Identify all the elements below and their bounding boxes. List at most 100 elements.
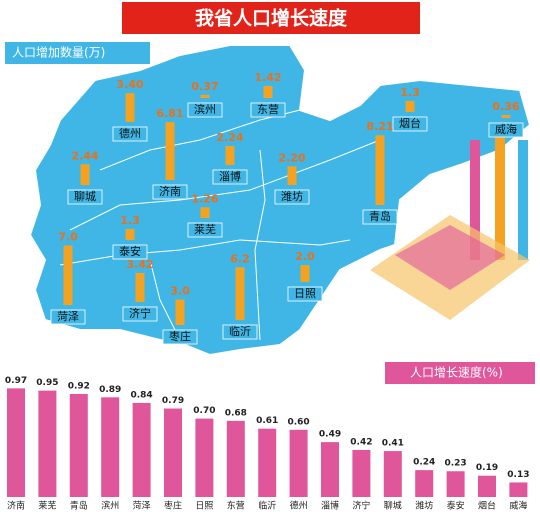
bar <box>164 408 182 497</box>
category-label: 聊城 <box>384 500 402 512</box>
category-label: 日照 <box>195 501 213 512</box>
value-label: 0.95 <box>36 378 58 388</box>
value-label: 0.49 <box>319 430 341 440</box>
category-label: 淄博 <box>321 500 339 512</box>
category-label: 威海 <box>495 122 517 136</box>
value-label: 2.0 <box>295 250 315 263</box>
value-label: 0.19 <box>476 463 498 473</box>
value-label: 0.97 <box>5 376 27 386</box>
name-box <box>187 222 223 238</box>
value-label: 0.24 <box>413 458 435 468</box>
name-box <box>67 189 103 205</box>
value-label: 2.20 <box>278 151 305 164</box>
value-label: 1.42 <box>254 71 281 84</box>
value-label: 1.3 <box>400 86 420 99</box>
category-label: 青岛 <box>369 209 391 223</box>
category-label: 枣庄 <box>164 500 182 512</box>
bar <box>200 94 210 98</box>
category-label: 泰安 <box>447 500 465 512</box>
bar <box>80 164 90 185</box>
bar <box>375 135 385 205</box>
category-label: 淄博 <box>219 170 241 183</box>
category-label: 滨州 <box>194 102 216 116</box>
name-box <box>488 122 524 138</box>
value-label: 0.68 <box>225 408 247 418</box>
map-title-box <box>5 42 150 64</box>
bar <box>7 388 25 497</box>
value-label: 0.79 <box>162 396 184 406</box>
value-label: 0.42 <box>350 437 372 447</box>
bar <box>125 93 135 122</box>
value-label: 1.3 <box>120 214 140 227</box>
category-label: 滨州 <box>101 500 119 512</box>
category-label: 泰安 <box>119 244 141 258</box>
name-box <box>212 169 248 185</box>
bar <box>200 207 210 218</box>
bar <box>321 442 339 497</box>
name-box <box>152 184 188 200</box>
bar <box>383 451 402 497</box>
bar <box>226 420 245 497</box>
category-label: 潍坊 <box>281 189 303 203</box>
value-label: 6.2 <box>230 252 250 265</box>
value-label: 0.13 <box>507 470 529 480</box>
name-box <box>50 309 86 325</box>
value-label: 2.44 <box>71 149 98 162</box>
name-box <box>162 329 198 345</box>
value-label: 3.0 <box>170 285 190 298</box>
bar <box>415 470 434 497</box>
category-label: 聊城 <box>74 189 96 203</box>
category-label: 东营 <box>257 102 279 116</box>
value-label: 0.84 <box>130 390 152 400</box>
category-label: 济南 <box>7 500 25 512</box>
category-label: 莱芜 <box>194 222 216 236</box>
bar <box>38 390 57 497</box>
category-label: 烟台 <box>478 500 496 512</box>
bar <box>263 85 273 98</box>
category-label: 潍坊 <box>415 500 433 512</box>
bar <box>125 228 135 240</box>
rate-title-box <box>385 362 535 384</box>
rate-title: 人口增长速度(%) <box>410 365 503 380</box>
bar <box>300 265 310 282</box>
category-label: 临沂 <box>258 500 276 512</box>
name-box <box>362 209 398 225</box>
bar <box>135 272 145 302</box>
value-label: 0.61 <box>256 416 278 426</box>
bar <box>63 245 73 305</box>
value-label: 3.40 <box>116 78 143 91</box>
category-label: 济宁 <box>352 500 370 512</box>
name-box <box>187 102 223 118</box>
bar <box>69 393 88 497</box>
bar <box>165 122 175 180</box>
name-box <box>112 244 148 260</box>
value-label: 2.24 <box>216 131 243 144</box>
bar <box>225 145 235 165</box>
map-title: 人口增加数量(万) <box>12 45 105 60</box>
value-label: 3.42 <box>126 258 153 271</box>
people-decoration <box>370 130 530 320</box>
value-label: 7.0 <box>58 231 78 244</box>
category-label: 枣庄 <box>169 329 191 343</box>
category-label: 日照 <box>294 287 316 300</box>
category-label: 德州 <box>119 126 141 140</box>
category-label: 临沂 <box>229 324 251 338</box>
title-banner <box>122 2 420 34</box>
bar <box>175 299 185 325</box>
category-label: 青岛 <box>70 500 88 512</box>
bar <box>501 114 511 118</box>
value-label: 8.21 <box>366 120 393 133</box>
name-box <box>287 286 323 302</box>
bar <box>478 475 496 497</box>
category-label: 威海 <box>509 500 527 512</box>
value-label: 0.36 <box>492 100 519 113</box>
bar <box>287 166 297 185</box>
bar <box>235 267 245 320</box>
bar <box>132 402 151 497</box>
category-label: 德州 <box>290 500 308 512</box>
category-label: 济宁 <box>129 306 151 320</box>
bar <box>289 429 308 497</box>
title: 我省人口增长速度 <box>195 7 348 30</box>
value-label: 1.26 <box>191 192 218 205</box>
